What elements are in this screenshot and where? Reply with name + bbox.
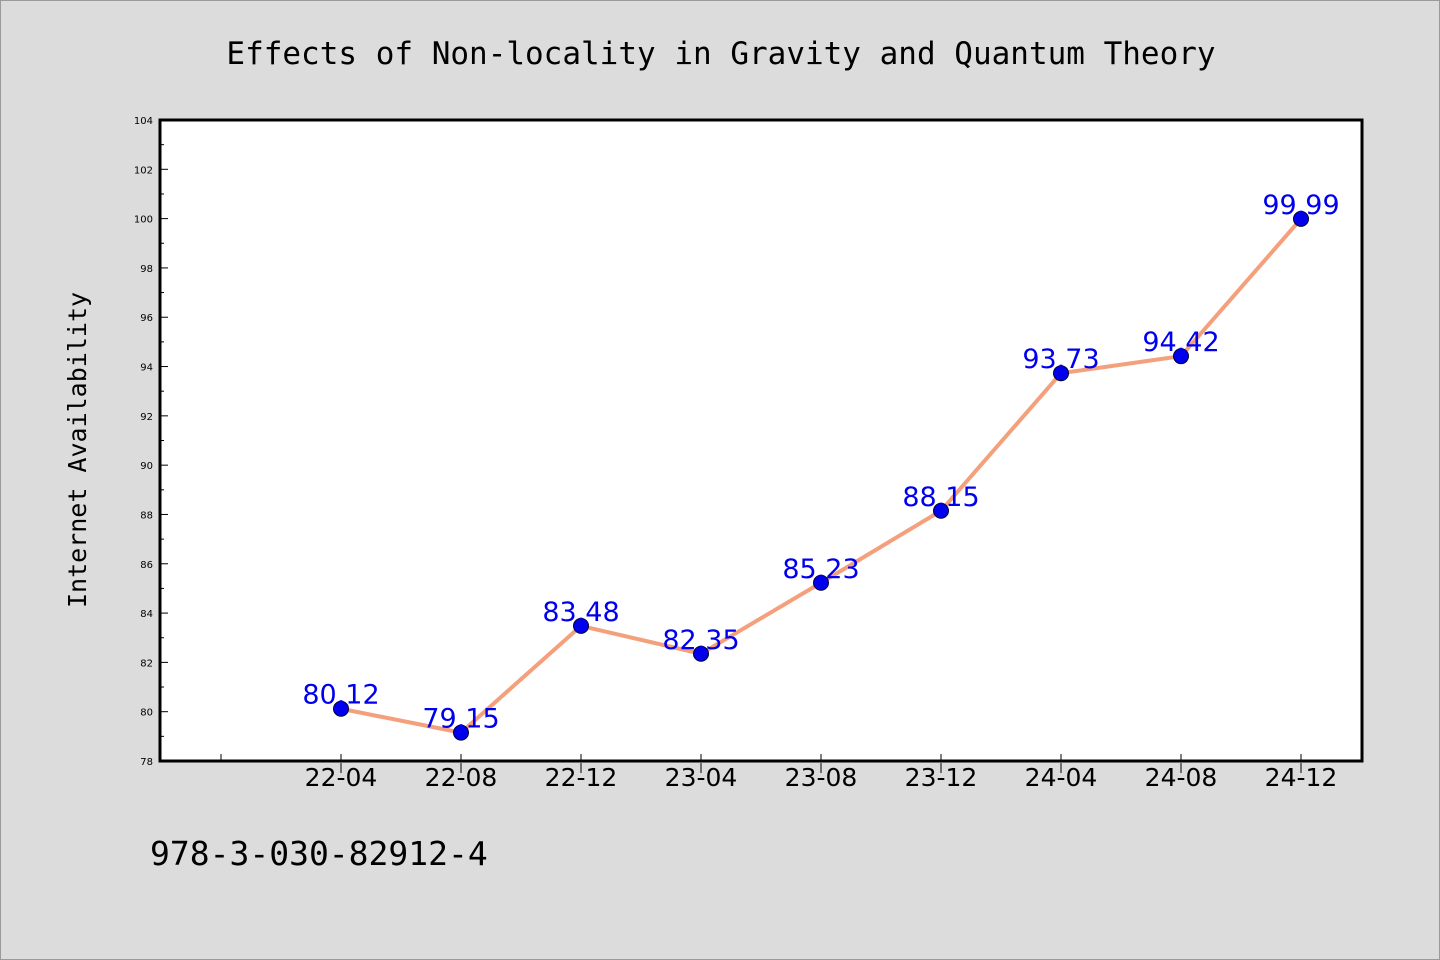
data-label: 88.15: [902, 482, 979, 513]
plot-area: [158, 118, 1364, 763]
y-tick-label: 96: [140, 313, 153, 324]
x-tick-label: 24-12: [1265, 763, 1338, 792]
data-point: [933, 502, 949, 519]
y-axis-label: Internet Availability: [63, 292, 92, 608]
data-label: 83.48: [542, 597, 619, 628]
data-point: [813, 574, 829, 591]
x-tick-label: 22-08: [425, 763, 498, 792]
data-point: [333, 700, 349, 717]
y-tick-label: 82: [140, 658, 153, 669]
data-point: [693, 645, 709, 662]
data-label: 85.23: [782, 554, 859, 585]
y-tick-label: 88: [140, 510, 153, 521]
x-tick-label: 24-04: [1025, 763, 1098, 792]
x-tick-label: 23-08: [785, 763, 858, 792]
x-tick-label: 23-12: [905, 763, 978, 792]
data-label: 93.73: [1022, 344, 1099, 375]
y-tick-label: 78: [140, 757, 153, 768]
data-label: 79.15: [422, 704, 499, 735]
data-labels: 80.12 79.15 83.48 82.35 85.23 88.15 93.73 94.42…: [302, 190, 1339, 735]
y-tick-label: 98: [140, 264, 153, 275]
data-label: 94.42: [1142, 327, 1219, 358]
chart-title: Effects of Non-locality in Gravity and Q…: [226, 36, 1215, 72]
data-point: [573, 617, 589, 634]
data-point: [1293, 210, 1309, 227]
y-axis: 78 80 82 84 86 88 90 92 94 96 98 100 102 104: [134, 116, 168, 768]
y-tick-label: 86: [140, 560, 153, 571]
y-tick-label: 84: [140, 609, 153, 620]
data-point: [1053, 365, 1069, 382]
y-tick-label: 94: [140, 363, 153, 374]
y-tick-label: 90: [140, 461, 153, 472]
y-tick-label: 100: [134, 215, 153, 226]
x-tick-label: 22-04: [305, 763, 378, 792]
x-tick-label: 23-04: [665, 763, 738, 792]
x-tick-label: 22-12: [545, 763, 618, 792]
data-label: 80.12: [302, 680, 379, 711]
isbn-text: 978-3-030-82912-4: [150, 834, 488, 873]
y-tick-label: 92: [140, 412, 153, 423]
x-axis: 22-04 22-08 22-12 23-04 23-08 23-12 24-04 24-08…: [220, 754, 1338, 792]
x-tick-label: 24-08: [1145, 763, 1218, 792]
data-point: [1173, 348, 1189, 365]
y-tick-label: 80: [140, 708, 153, 719]
data-point: [453, 724, 469, 741]
y-tick-label: 104: [134, 116, 153, 127]
data-markers: [333, 210, 1309, 741]
data-label: 99.99: [1262, 190, 1339, 221]
y-tick-label: 102: [134, 165, 153, 176]
data-label: 82.35: [662, 625, 739, 656]
